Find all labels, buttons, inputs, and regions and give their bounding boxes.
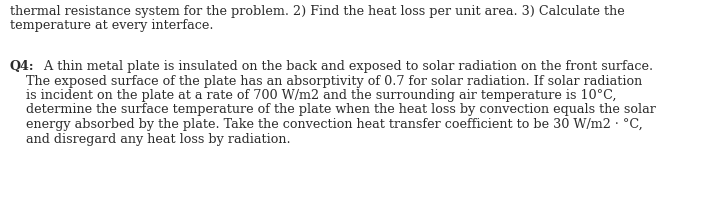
Text: is incident on the plate at a rate of 700 W/m2 and the surrounding air temperatu: is incident on the plate at a rate of 70… [10, 89, 616, 102]
Text: thermal resistance system for the problem. 2) Find the heat loss per unit area. : thermal resistance system for the proble… [10, 5, 625, 18]
Text: temperature at every interface.: temperature at every interface. [10, 20, 214, 33]
Text: and disregard any heat loss by radiation.: and disregard any heat loss by radiation… [10, 133, 291, 146]
Text: energy absorbed by the plate. Take the convection heat transfer coefficient to b: energy absorbed by the plate. Take the c… [10, 118, 643, 131]
Text: A thin metal plate is insulated on the back and exposed to solar radiation on th: A thin metal plate is insulated on the b… [40, 60, 653, 73]
Text: The exposed surface of the plate has an absorptivity of 0.7 for solar radiation.: The exposed surface of the plate has an … [10, 75, 642, 88]
Text: determine the surface temperature of the plate when the heat loss by convection : determine the surface temperature of the… [10, 104, 656, 117]
Text: Q4:: Q4: [10, 60, 35, 73]
